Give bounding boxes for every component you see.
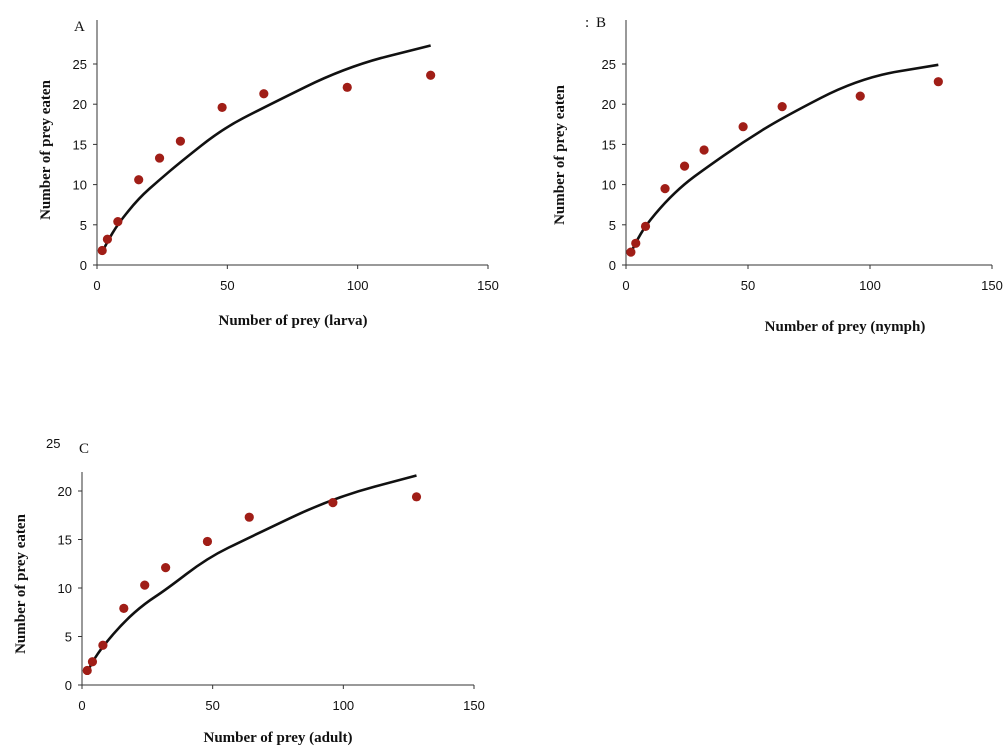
data-point-b: [738, 122, 748, 132]
x-axis-label-b: Number of prey (nymph): [765, 319, 926, 335]
data-point-c: [411, 492, 422, 502]
y-tick-label-c: 0: [65, 678, 72, 693]
data-point-a: [113, 216, 123, 227]
panel-label-c: C: [79, 441, 89, 457]
fitted-curve-b: [629, 63, 939, 254]
data-point-c: [87, 657, 98, 667]
y-tick-label-a: 25: [73, 57, 87, 72]
data-point-b: [933, 77, 943, 87]
data-point-a: [97, 245, 107, 256]
y-tick-label-a: 10: [73, 178, 87, 193]
y-tick-label-c: 5: [65, 630, 72, 645]
data-point-b: [855, 91, 865, 101]
data-point-b: [631, 238, 641, 248]
data-point-b: [777, 102, 787, 112]
data-point-a: [342, 82, 352, 92]
chart-panel-c: 25 C Number of prey eaten Number of prey…: [0, 420, 500, 746]
x-tick-label-a: 0: [93, 278, 100, 293]
y-tick-label-a: 20: [73, 97, 87, 112]
y-tick-label-a: 15: [73, 137, 87, 152]
y-tick-label-b: 20: [602, 97, 616, 112]
y-tick-label-b: 25: [602, 57, 616, 72]
y-tick-label-b: 5: [609, 218, 616, 233]
data-point-a: [426, 70, 436, 80]
data-point-a: [259, 89, 269, 99]
data-point-a: [154, 153, 165, 163]
panel-label-a: A: [74, 19, 85, 35]
chart-a-svg: A Number of prey eaten Number of prey (l…: [38, 19, 499, 329]
x-axis-label-c: Number of prey (adult): [203, 730, 352, 746]
data-point-c: [328, 498, 338, 508]
data-point-c: [82, 665, 92, 676]
data-point-a: [175, 136, 186, 146]
data-point-a: [102, 234, 113, 244]
data-point-b: [640, 221, 651, 232]
x-tick-label-b: 50: [741, 278, 755, 293]
y-tick-label-c: 15: [58, 533, 72, 548]
chart-panel-b: : B Number of prey eaten Number of prey …: [520, 0, 1008, 340]
y-tick-label-b: 0: [609, 258, 616, 273]
data-point-c: [119, 603, 129, 613]
data-point-b: [660, 184, 670, 194]
chart-c-svg: 25 C Number of prey eaten Number of prey…: [13, 436, 485, 746]
y-axis-label-c: Number of prey eaten: [13, 513, 29, 653]
x-tick-label-a: 50: [220, 278, 234, 293]
stray-mark-b: :: [585, 15, 589, 31]
x-tick-label-b: 100: [859, 278, 881, 293]
data-point-c: [244, 512, 254, 522]
y-axis-label-b: Number of prey eaten: [552, 84, 568, 224]
chart-b-svg: : B Number of prey eaten Number of prey …: [552, 15, 1003, 335]
x-tick-label-b: 150: [981, 278, 1003, 293]
x-tick-label-b: 0: [622, 278, 629, 293]
fitted-curve-c: [86, 474, 417, 673]
data-point-c: [98, 640, 108, 650]
data-point-b: [626, 247, 636, 257]
x-tick-label-c: 50: [205, 698, 219, 713]
y-tick-label-a: 0: [80, 258, 87, 273]
data-point-a: [134, 175, 144, 185]
x-tick-label-a: 150: [477, 278, 499, 293]
y-axis-label-a: Number of prey eaten: [38, 79, 54, 219]
data-point-c: [161, 563, 171, 573]
x-tick-label-c: 0: [78, 698, 85, 713]
data-point-c: [140, 580, 150, 590]
fitted-curve-a: [101, 44, 431, 253]
x-axis-label-a: Number of prey (larva): [218, 313, 367, 329]
x-tick-label-c: 100: [332, 698, 354, 713]
panel-label-b: B: [596, 15, 606, 31]
x-tick-label-a: 100: [347, 278, 369, 293]
data-point-b: [699, 145, 709, 155]
y-tick-label-c: 20: [58, 484, 72, 499]
y-tick-label-b: 15: [602, 137, 616, 152]
chart-panel-a: A Number of prey eaten Number of prey (l…: [0, 0, 500, 340]
data-point-a: [217, 102, 227, 113]
y-tick-label-a: 5: [80, 218, 87, 233]
stray-tick-label-c: 25: [46, 436, 60, 451]
data-point-c: [202, 536, 213, 547]
x-tick-label-c: 150: [463, 698, 485, 713]
y-tick-label-b: 10: [602, 178, 616, 193]
y-tick-label-c: 10: [58, 581, 72, 596]
data-point-b: [679, 161, 690, 171]
